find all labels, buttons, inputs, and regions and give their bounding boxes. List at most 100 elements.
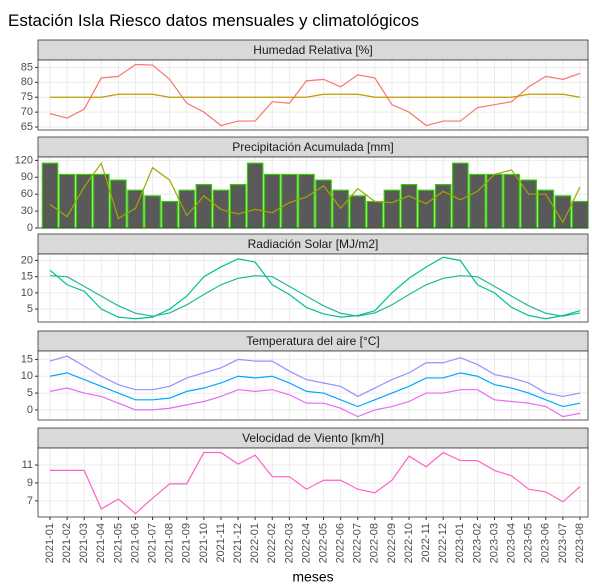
bar [161, 200, 178, 229]
y-tick-label: 10 [21, 287, 33, 299]
line [49, 355, 581, 398]
x-tick-label: 2022-12 [437, 523, 449, 563]
y-tick-label: 120 [15, 154, 33, 166]
x-tick-label: 2022-03 [283, 523, 295, 563]
y-tick-label: 0 [27, 222, 33, 234]
bar [349, 195, 367, 229]
y-tick-label: 9 [27, 477, 33, 489]
y-tick-label: 85 [21, 61, 33, 73]
panel-border [37, 156, 589, 229]
x-tick-label: 2022-09 [386, 523, 398, 563]
x-tick-label: 2022-07 [352, 523, 364, 563]
line [49, 63, 581, 127]
panel-title: Velocidad de Viento [km/h] [242, 431, 384, 445]
x-axis-label: meses [292, 569, 333, 585]
x-tick-label: 2022-01 [249, 523, 261, 563]
x-tick-label: 2021-09 [181, 523, 193, 563]
x-tick-label: 2023-02 [471, 523, 483, 563]
line [49, 275, 581, 317]
panel-border [37, 253, 589, 323]
y-tick-label: 60 [21, 188, 33, 200]
bar [315, 179, 332, 229]
bar [144, 195, 161, 229]
y-tick-label: 15 [21, 353, 33, 365]
y-tick-label: 5 [27, 387, 33, 399]
panel-border [37, 350, 589, 421]
y-tick-label: 80 [21, 76, 33, 88]
bar [537, 189, 555, 229]
x-tick-label: 2023-08 [574, 523, 586, 563]
panel-title: Radiación Solar [MJ/m2] [248, 237, 379, 251]
bar [58, 173, 76, 229]
x-tick-label: 2021-10 [198, 523, 210, 563]
y-tick-label: 90 [21, 171, 33, 183]
x-tick-label: 2021-03 [78, 523, 90, 563]
y-tick-label: 7 [27, 495, 33, 507]
bar [195, 184, 213, 229]
panel [38, 60, 588, 130]
bar [246, 162, 264, 229]
x-tick-label: 2021-11 [215, 523, 227, 563]
x-tick-label: 2022-05 [317, 523, 329, 563]
y-tick-label: 10 [21, 370, 33, 382]
y-tick-label: 11 [22, 459, 33, 471]
x-tick-label: 2021-01 [44, 523, 56, 563]
x-tick-label: 2021-12 [232, 523, 244, 563]
y-tick-label: 75 [21, 91, 33, 103]
y-tick-label: 20 [21, 254, 33, 266]
x-tick-label: 2023-03 [488, 523, 500, 563]
x-tick-label: 2021-05 [112, 523, 124, 563]
bar [383, 189, 401, 229]
bar [229, 184, 247, 229]
bar [400, 184, 418, 229]
panel-title: Humedad Relativa [%] [253, 43, 372, 57]
line [49, 372, 581, 408]
bar [298, 173, 315, 229]
bar [263, 173, 281, 229]
panel [38, 254, 588, 322]
bar [110, 179, 127, 229]
y-tick-label: 65 [21, 121, 33, 133]
line [49, 387, 581, 418]
x-tick-label: 2022-11 [420, 523, 432, 563]
x-tick-label: 2023-06 [540, 523, 552, 563]
x-tick-label: 2021-07 [146, 523, 158, 563]
x-tick-label: 2021-02 [61, 523, 73, 563]
x-tick-label: 2023-05 [523, 523, 535, 563]
y-tick-label: 5 [27, 303, 33, 315]
x-tick-label: 2023-01 [454, 523, 466, 563]
panel-border [37, 59, 589, 131]
bar [486, 173, 503, 229]
y-tick-label: 15 [21, 271, 33, 283]
panel-title: Precipitación Acumulada [mm] [232, 140, 393, 154]
x-tick-label: 2022-08 [369, 523, 381, 563]
bar [503, 173, 520, 229]
x-tick-label: 2022-06 [335, 523, 347, 563]
y-tick-label: 70 [21, 106, 33, 118]
y-tick-label: 30 [21, 205, 33, 217]
chart-title: Estación Isla Riesco datos mensuales y c… [8, 11, 419, 30]
line [50, 93, 581, 98]
line [50, 451, 581, 515]
bar [41, 162, 59, 229]
line [49, 256, 581, 320]
x-tick-label: 2022-04 [300, 523, 312, 563]
x-tick-label: 2022-02 [266, 523, 278, 563]
x-tick-label: 2021-08 [164, 523, 176, 563]
bar [571, 200, 589, 229]
panel-title: Temperatura del aire [°C] [246, 334, 380, 348]
x-tick-label: 2023-07 [557, 523, 569, 563]
x-tick-label: 2021-04 [95, 523, 107, 563]
bar [75, 173, 93, 229]
y-tick-label: 0 [27, 404, 33, 416]
bar [452, 162, 469, 229]
x-tick-label: 2022-10 [403, 523, 415, 563]
x-tick-label: 2023-04 [506, 523, 518, 563]
bar [469, 173, 486, 229]
panel-border [37, 447, 589, 518]
x-tick-label: 2021-06 [129, 523, 141, 563]
bar [366, 200, 384, 229]
bar [417, 189, 435, 229]
line [49, 161, 581, 224]
